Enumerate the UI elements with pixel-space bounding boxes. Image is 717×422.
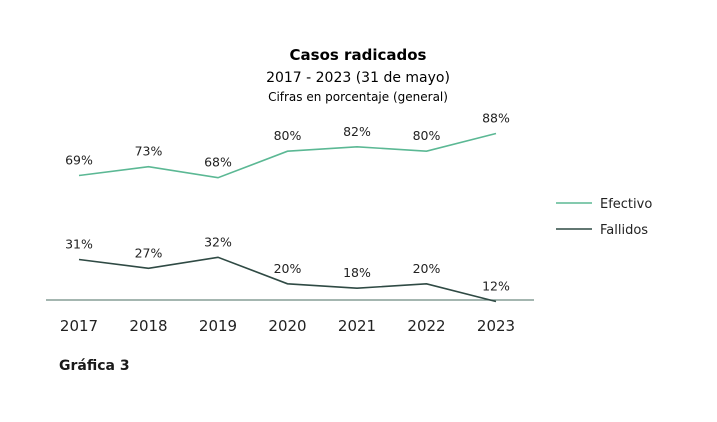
x-tick-label: 2023 (477, 317, 515, 335)
chart-title: Casos radicados (290, 46, 427, 64)
data-label-efectivo: 69% (65, 153, 93, 168)
chart-note: Cifras en porcentaje (general) (268, 90, 448, 104)
data-label-fallidos: 20% (274, 261, 302, 276)
data-label-fallidos: 18% (343, 265, 371, 280)
data-label-efectivo: 82% (343, 124, 371, 139)
legend-label-fallidos: Fallidos (600, 223, 648, 238)
data-label-fallidos: 31% (65, 236, 93, 251)
data-label-efectivo: 80% (413, 128, 441, 143)
legend-label-efectivo: Efectivo (600, 197, 652, 212)
chart-subtitle: 2017 - 2023 (31 de mayo) (266, 70, 450, 86)
data-label-efectivo: 68% (204, 155, 232, 170)
x-tick-label: 2020 (268, 317, 306, 335)
data-label-fallidos: 32% (204, 234, 232, 249)
x-tick-label: 2022 (407, 317, 445, 335)
data-label-fallidos: 20% (413, 261, 441, 276)
x-tick-label: 2021 (338, 317, 376, 335)
data-label-fallidos: 27% (135, 245, 163, 260)
data-label-efectivo: 80% (274, 128, 302, 143)
x-tick-label: 2019 (199, 317, 237, 335)
x-tick-label: 2018 (129, 317, 167, 335)
x-tick-label: 2017 (60, 317, 98, 335)
data-label-efectivo: 88% (482, 111, 510, 126)
data-label-efectivo: 73% (135, 144, 163, 159)
data-label-fallidos: 12% (482, 278, 510, 293)
figure-caption: Gráfica 3 (59, 358, 130, 374)
